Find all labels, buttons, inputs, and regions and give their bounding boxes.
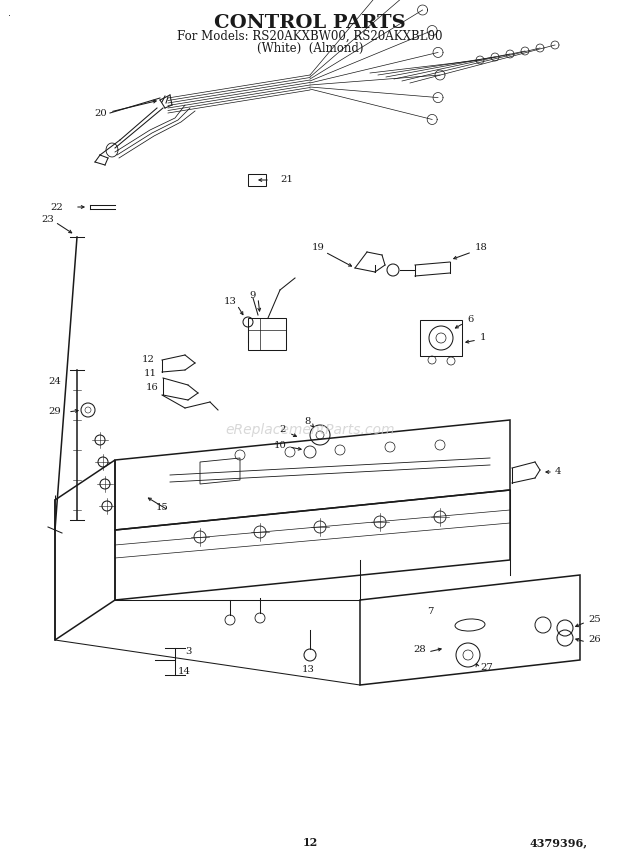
Text: 29: 29 [48, 407, 61, 417]
Text: 16: 16 [146, 383, 158, 393]
Text: .: . [8, 8, 11, 18]
Text: 13: 13 [301, 666, 314, 674]
Text: eReplacementParts.com: eReplacementParts.com [225, 423, 395, 437]
Text: 20: 20 [95, 109, 107, 119]
Text: 11: 11 [143, 369, 156, 379]
Text: 9: 9 [250, 290, 256, 300]
Text: 1: 1 [480, 333, 487, 343]
Text: 4379396,: 4379396, [530, 838, 588, 848]
Text: 26: 26 [588, 635, 601, 645]
Text: 23: 23 [42, 215, 55, 225]
Text: 12: 12 [303, 838, 317, 848]
Text: 8: 8 [305, 418, 311, 426]
Text: 13: 13 [224, 298, 236, 307]
Text: 7: 7 [427, 608, 433, 616]
Text: For Models: RS20AKXBW00, RS20AKXBL00: For Models: RS20AKXBW00, RS20AKXBL00 [177, 30, 443, 43]
Text: 2: 2 [280, 425, 286, 435]
Text: 14: 14 [178, 667, 191, 677]
Text: (White)  (Almond): (White) (Almond) [257, 42, 363, 55]
Text: 22: 22 [51, 202, 63, 212]
Text: 3: 3 [185, 647, 192, 656]
Bar [248, 174, 266, 186]
Text: 18: 18 [475, 244, 488, 252]
Bar [248, 318, 286, 350]
Text: 27: 27 [480, 664, 493, 672]
Text: CONTROL PARTS: CONTROL PARTS [214, 14, 406, 32]
Bar [420, 320, 462, 356]
Text: 25: 25 [588, 616, 601, 624]
Text: 12: 12 [141, 356, 154, 364]
Text: 24: 24 [48, 377, 61, 387]
Text: 28: 28 [414, 646, 427, 654]
Text: 10: 10 [273, 441, 286, 449]
Text: 21: 21 [280, 176, 293, 184]
Text: 4: 4 [555, 468, 562, 476]
Text: 15: 15 [156, 504, 169, 512]
Text: 6: 6 [467, 315, 473, 325]
Text: 19: 19 [312, 244, 324, 252]
